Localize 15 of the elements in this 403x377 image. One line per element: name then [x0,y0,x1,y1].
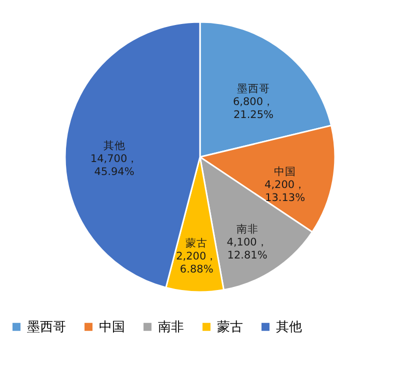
slice-label: 中国 [274,165,296,178]
data-label: 14,700， 45.94% [90,153,138,178]
legend-label: 蒙古 [217,320,243,335]
slice-label: 蒙古 [186,236,208,250]
slice-label: 墨西哥 [236,83,270,96]
legend-label: 墨西哥 [27,320,66,335]
legend-label: 其他 [276,320,302,335]
slice-label: 南非 [236,222,258,236]
data-label: 4,100， 12.81% [226,236,268,262]
legend-label: 南非 [158,320,184,335]
legend-label: 中国 [99,320,125,335]
data-label: 4,200， 13.13% [264,179,306,204]
data-label: 2,200， 6.88% [176,250,218,276]
slice-label: 其他 [103,139,126,152]
data-label: 6,800， 21.25% [232,96,274,122]
